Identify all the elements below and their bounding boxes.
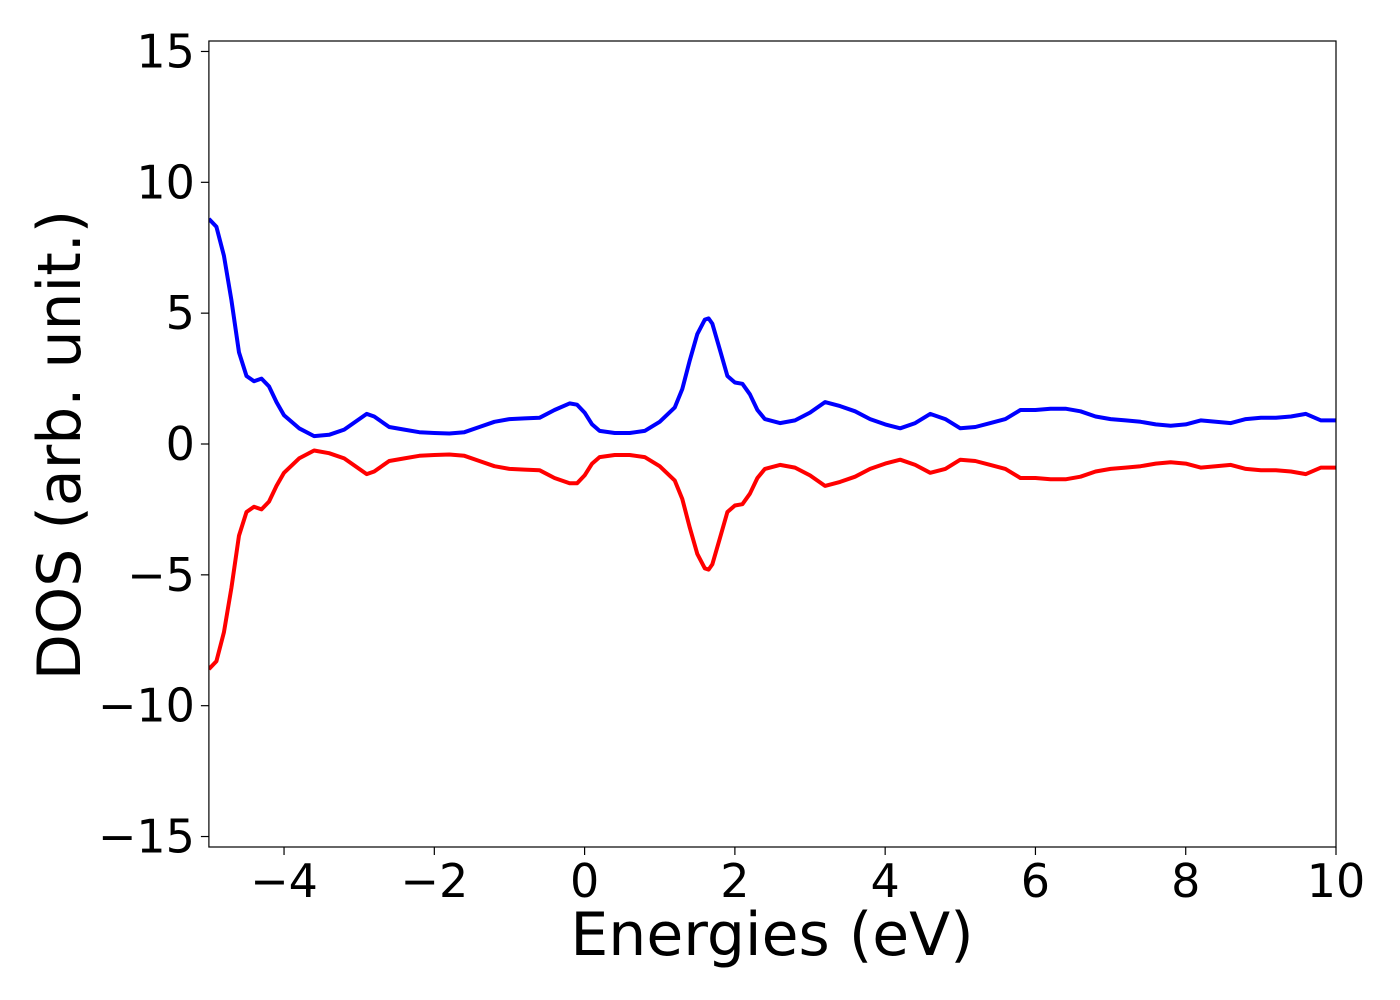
y-axis-label: DOS (arb. unit.) [25,210,95,680]
x-tick-label: 10 [1307,854,1366,908]
y-tick-label: −15 [98,810,195,864]
x-tick-label: 8 [1171,854,1200,908]
y-tick-label: 5 [166,286,195,340]
x-tick-label: 4 [871,854,900,908]
data-line [208,217,1336,439]
y-tick-label: −5 [127,548,195,602]
y-tick-label: 10 [136,155,195,209]
x-tick-label: −4 [250,854,318,908]
x-axis-label: Energies (eV) [570,900,973,970]
x-tick-label: 0 [570,854,599,908]
y-tick-label: 15 [136,24,195,78]
y-tick-label: 0 [166,417,195,471]
x-tick-label: 2 [720,854,749,908]
data-line [208,448,1336,671]
y-tick-label: −10 [98,679,195,733]
x-tick-label: −2 [400,854,468,908]
plot-frame [208,40,1337,848]
x-tick-label: 6 [1021,854,1050,908]
